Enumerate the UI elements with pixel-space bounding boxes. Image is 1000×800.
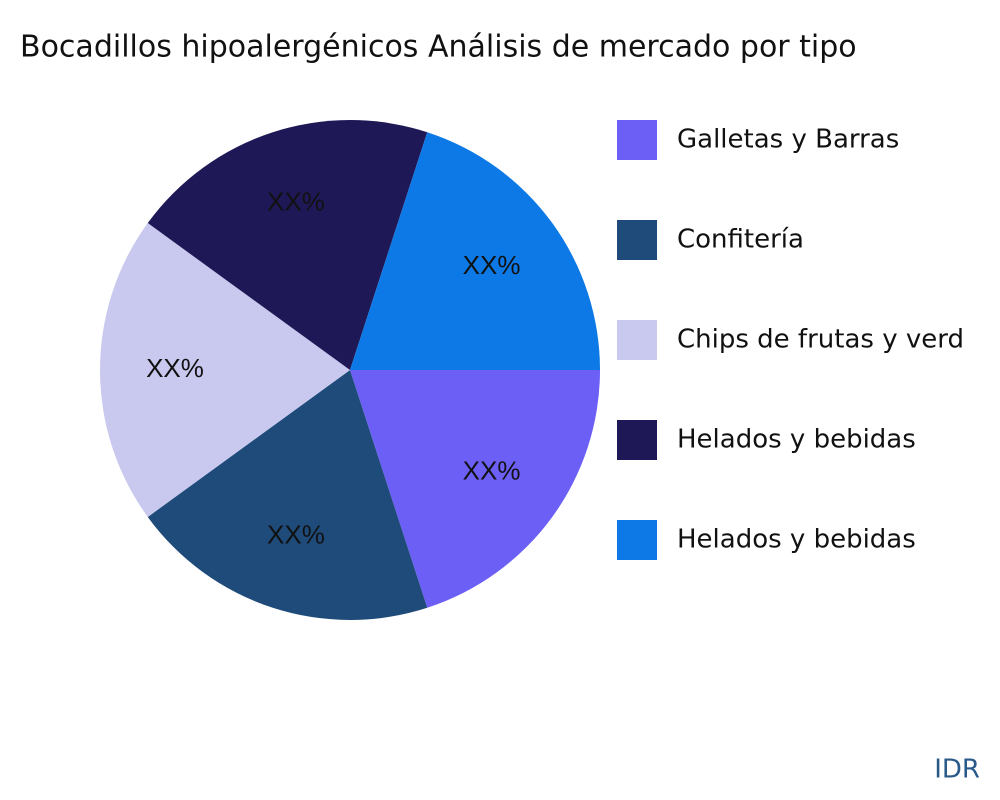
legend-label: Helados y bebidas <box>677 425 916 455</box>
legend-swatch <box>617 120 657 160</box>
chart-title: Bocadillos hipoalergénicos Análisis de m… <box>20 30 857 65</box>
legend-swatch <box>617 420 657 460</box>
legend-label: Helados y bebidas <box>677 525 916 555</box>
slice-label: XX% <box>267 519 325 549</box>
slice-label: XX% <box>267 186 325 216</box>
watermark: IDR <box>934 755 980 785</box>
slice-label: XX% <box>146 353 204 383</box>
pie-slice <box>147 120 428 370</box>
legend-swatch <box>617 520 657 560</box>
legend-label: Galletas y Barras <box>677 125 899 155</box>
slice-label: XX% <box>463 456 521 486</box>
legend-label: Confitería <box>677 225 804 255</box>
slice-label: XX% <box>463 250 521 280</box>
pie-slice <box>350 132 600 370</box>
pie-slice <box>100 223 350 517</box>
pie-slice <box>147 370 428 620</box>
legend-swatch <box>617 220 657 260</box>
legend-label: Chips de frutas y verd <box>677 325 964 355</box>
legend-swatch <box>617 320 657 360</box>
pie-slice <box>350 370 600 608</box>
